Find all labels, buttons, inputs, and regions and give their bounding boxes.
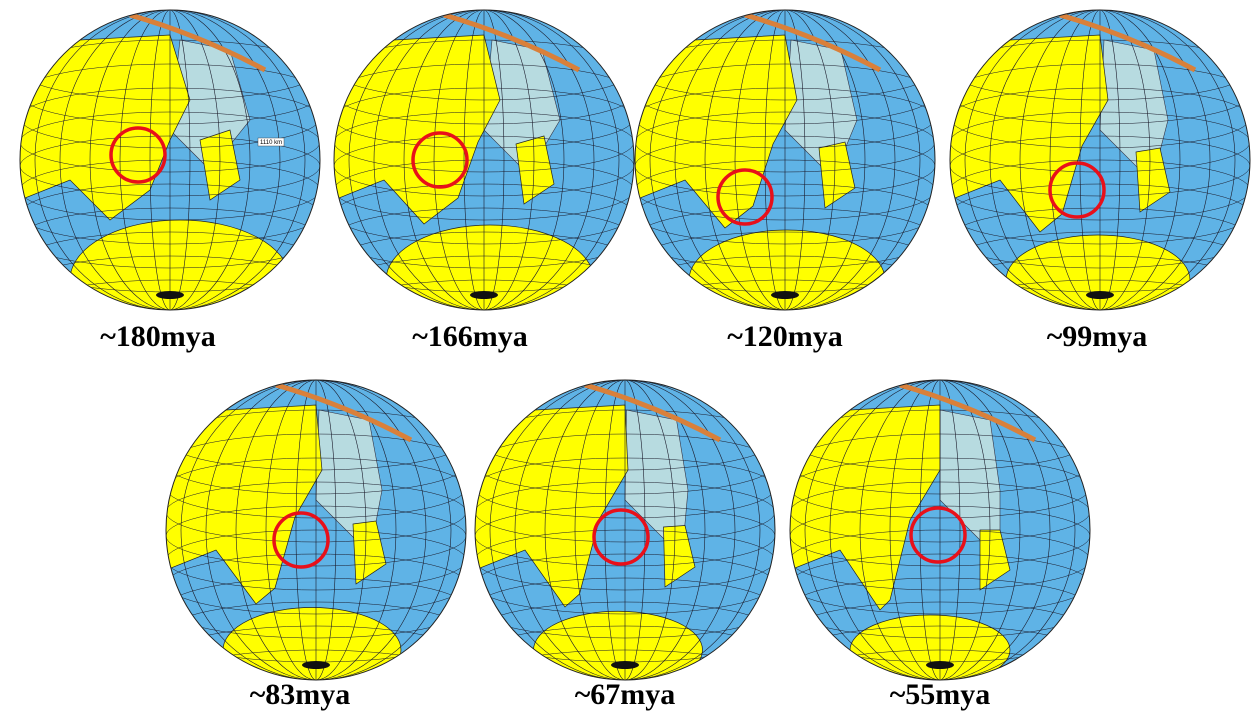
pole [1086,291,1114,299]
globe [790,380,1090,710]
pole [156,291,184,299]
globe [166,380,466,710]
globe [334,10,634,340]
panel-label: ~166mya [412,320,528,353]
pole [611,661,639,669]
pole [470,291,498,299]
globe: 1110 km [20,10,320,340]
pole [771,291,799,299]
globe [635,10,935,340]
pole [302,661,330,669]
annotation: 1110 km [260,140,282,146]
globe [475,380,775,710]
panel-label: ~120mya [727,320,843,353]
panel-label: ~180mya [100,320,216,353]
panel-label: ~55mya [890,678,991,711]
panel-label: ~83mya [250,678,351,711]
globe [950,10,1250,340]
panel-label: ~99mya [1047,320,1148,353]
figure: 1110 km ~180mya ~166mya ~120mya ~99mya ~83mya… [0,0,1253,711]
pole [926,661,954,669]
panel-label: ~67mya [575,678,676,711]
